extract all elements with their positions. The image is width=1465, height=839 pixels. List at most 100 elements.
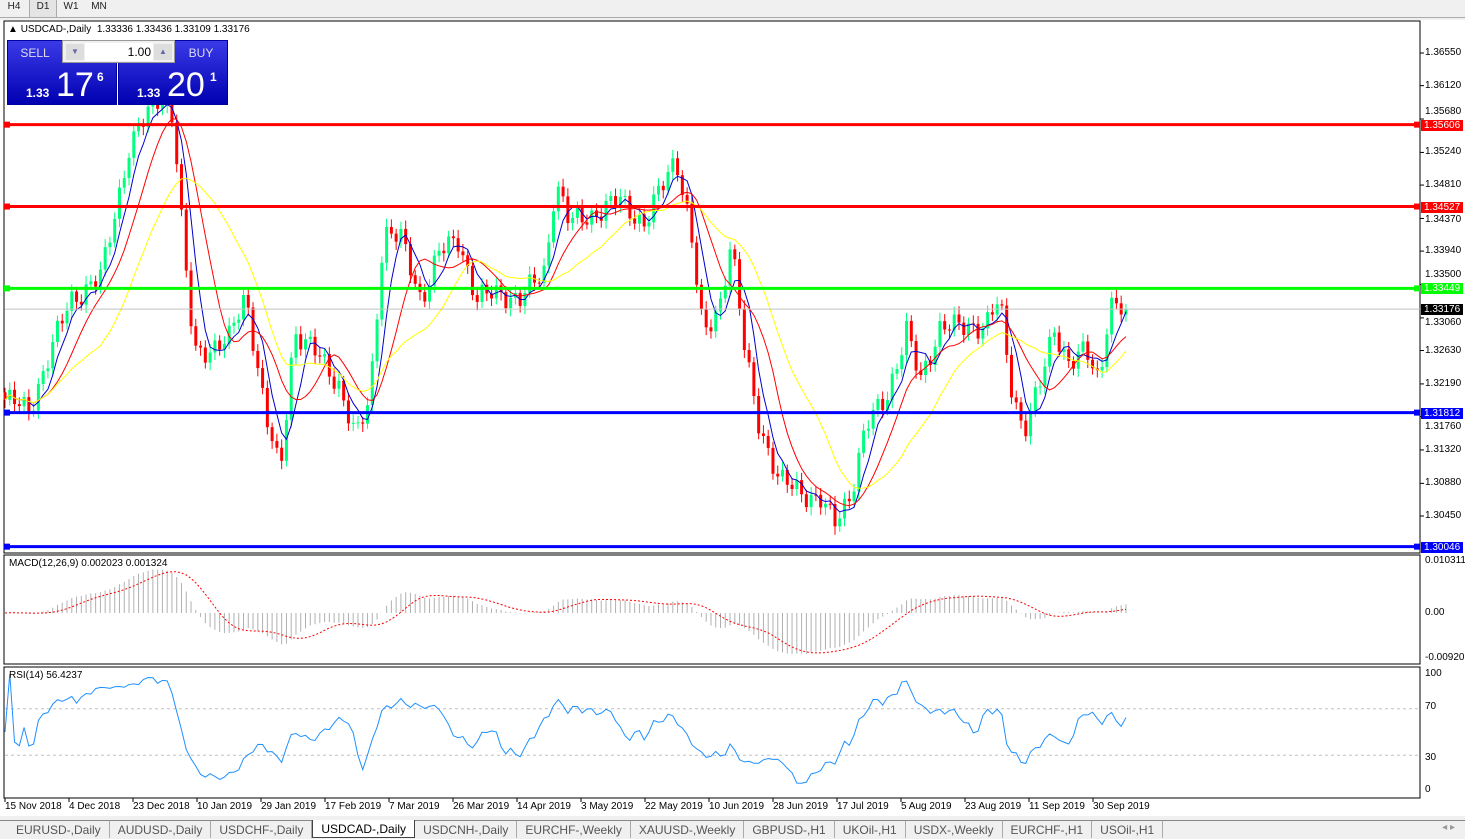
candle-body	[356, 422, 360, 424]
candle-body	[885, 399, 889, 411]
candle-body	[342, 380, 346, 401]
sell-label: SELL	[20, 46, 50, 60]
candle-body	[251, 307, 255, 351]
date-label: 17 Jul 2019	[837, 801, 889, 812]
candle-body	[208, 352, 212, 363]
candle-body	[742, 308, 746, 350]
candle-body	[637, 214, 641, 224]
timeframe-h4[interactable]: H4	[7, 1, 21, 12]
lot-size-input[interactable]	[85, 43, 153, 61]
candle-body	[275, 441, 279, 448]
macd-axis-label: 0.010311	[1425, 555, 1465, 566]
chart-tab[interactable]: XAUUSD-,Weekly	[631, 821, 745, 838]
candle-body	[747, 349, 751, 363]
candle-body	[986, 312, 990, 329]
date-label: 26 Mar 2019	[453, 801, 510, 812]
level-price-tag: 1.31812	[1421, 407, 1463, 419]
candle-body	[552, 211, 556, 243]
chart-tab[interactable]: EURCHF-,Weekly	[517, 821, 631, 838]
chart-tab[interactable]: USDX-,Weekly	[906, 821, 1003, 838]
candle-body	[385, 226, 389, 263]
candle-body	[1014, 397, 1018, 403]
line-handle	[4, 121, 10, 128]
candle-body	[179, 164, 183, 210]
candle-body	[13, 389, 17, 405]
timeframe-w1[interactable]: W1	[63, 1, 79, 12]
rsi-label: RSI(14) 56.4237	[9, 670, 83, 681]
date-label: 28 Jun 2019	[773, 801, 829, 812]
price-tick-label: 1.36120	[1425, 79, 1462, 91]
date-label: 15 Nov 2018	[5, 801, 62, 812]
line-handle	[1414, 409, 1420, 416]
candle-body	[494, 285, 498, 299]
candle-body	[957, 314, 961, 323]
candle-body	[1000, 304, 1004, 306]
date-label: 22 May 2019	[645, 801, 703, 812]
candle-body	[222, 343, 226, 350]
candle-body	[60, 320, 64, 324]
rsi-axis-label: 70	[1425, 701, 1437, 712]
timeframe-mn[interactable]: MN	[91, 1, 107, 12]
price-tick-label: 1.31760	[1425, 420, 1462, 432]
candle-body	[304, 339, 308, 350]
candle-body	[1024, 420, 1028, 437]
candle-body	[327, 354, 331, 377]
candle-body	[633, 218, 637, 224]
candle-body	[919, 370, 923, 376]
rsi-panel	[3, 666, 1421, 799]
candle-body	[70, 291, 74, 311]
candle-body	[909, 320, 913, 342]
date-label: 4 Dec 2018	[69, 801, 121, 812]
chart-tab[interactable]: AUDUSD-,Daily	[110, 821, 212, 838]
candle-body	[1029, 410, 1033, 437]
tab-scroll-arrows[interactable]: ◂ ▸	[1442, 822, 1455, 833]
candle-body	[36, 384, 40, 411]
candle-body	[203, 347, 207, 363]
candle-body	[261, 368, 265, 388]
chart-tab[interactable]: GBPUSD-,H1	[744, 821, 835, 838]
candle-body	[871, 409, 875, 429]
candle-body	[819, 494, 823, 508]
sell-price-pips: 17	[56, 66, 94, 104]
price-tick-label: 1.33500	[1425, 269, 1462, 281]
line-handle	[4, 285, 10, 292]
candle-body	[981, 328, 985, 339]
candle-body	[719, 298, 722, 312]
chart-tab[interactable]: USOil-,H1	[1092, 821, 1164, 838]
date-label: 11 Sep 2019	[1029, 801, 1085, 812]
candle-body	[389, 226, 393, 234]
candle-body	[313, 336, 317, 356]
candle-body	[113, 218, 117, 243]
lot-increase-button[interactable]: ▲	[154, 44, 172, 60]
date-label: 23 Aug 2019	[965, 801, 1022, 812]
candle-body	[170, 103, 174, 123]
price-tick-label: 1.35240	[1425, 146, 1462, 158]
candle-body	[647, 222, 651, 227]
candle-body	[242, 294, 245, 320]
candle-body	[776, 473, 780, 477]
timeframe-d1[interactable]: D1	[29, 0, 57, 17]
candle-body	[785, 469, 789, 485]
chart-tab[interactable]: UKOil-,H1	[835, 821, 906, 838]
candle-body	[623, 195, 627, 197]
chart-tab[interactable]: USDCAD-,Daily	[312, 820, 416, 838]
candle-body	[795, 480, 799, 490]
chart-tab[interactable]: EURUSD-,Daily	[8, 821, 110, 838]
candle-body	[733, 249, 737, 260]
candle-body	[547, 242, 551, 266]
candle-body	[308, 336, 312, 340]
lot-decrease-button[interactable]: ▼	[66, 44, 84, 60]
candle-body	[218, 340, 222, 350]
candle-body	[1009, 354, 1013, 398]
candle-body	[952, 314, 956, 331]
candle-body	[375, 319, 379, 362]
candle-body	[194, 326, 198, 346]
candle-body	[862, 430, 866, 453]
chart-tab[interactable]: USDCNH-,Daily	[415, 821, 518, 838]
chart-tab[interactable]: USDCHF-,Daily	[211, 821, 313, 838]
candle-body	[642, 214, 646, 227]
candle-body	[833, 503, 837, 527]
level-price-tag: 1.34527	[1421, 201, 1463, 213]
chart-tab[interactable]: EURCHF-,H1	[1003, 821, 1093, 838]
